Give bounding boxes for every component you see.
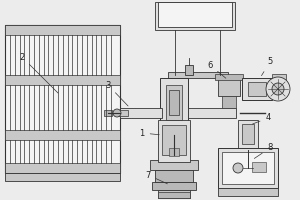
- Bar: [158, 192, 190, 198]
- Bar: [5, 163, 120, 173]
- Bar: [248, 82, 266, 96]
- Bar: [242, 158, 256, 167]
- Bar: [168, 72, 228, 78]
- Bar: [218, 148, 278, 188]
- Text: 1: 1: [140, 129, 159, 138]
- Bar: [222, 96, 236, 108]
- Text: 4: 4: [253, 114, 271, 124]
- Bar: [158, 2, 232, 27]
- Text: 2: 2: [20, 52, 58, 93]
- Bar: [155, 170, 193, 182]
- Circle shape: [233, 163, 243, 173]
- Bar: [169, 148, 179, 156]
- Bar: [188, 108, 236, 118]
- Bar: [222, 152, 274, 184]
- Bar: [185, 65, 193, 75]
- Bar: [238, 120, 258, 150]
- Bar: [218, 78, 240, 96]
- Bar: [160, 78, 188, 163]
- Text: 3: 3: [105, 80, 128, 106]
- Bar: [242, 78, 272, 100]
- Bar: [155, 2, 235, 30]
- Bar: [158, 190, 190, 198]
- Bar: [215, 74, 243, 80]
- Circle shape: [113, 109, 121, 117]
- Text: 7: 7: [145, 170, 167, 184]
- Text: 6: 6: [207, 60, 226, 78]
- Bar: [152, 182, 196, 190]
- Bar: [218, 188, 278, 196]
- Bar: [118, 110, 128, 116]
- Text: 5: 5: [262, 58, 273, 76]
- Circle shape: [272, 83, 284, 95]
- Bar: [238, 155, 260, 170]
- Bar: [5, 173, 120, 181]
- Bar: [244, 168, 252, 174]
- Bar: [252, 162, 266, 172]
- Bar: [5, 25, 120, 35]
- Bar: [104, 110, 112, 116]
- Circle shape: [266, 77, 290, 101]
- Bar: [162, 125, 186, 155]
- Bar: [166, 85, 182, 120]
- Bar: [242, 124, 254, 144]
- Bar: [169, 90, 179, 115]
- Text: 8: 8: [254, 144, 273, 158]
- Bar: [120, 108, 162, 118]
- Bar: [5, 25, 120, 173]
- Bar: [158, 120, 190, 162]
- Bar: [5, 75, 120, 85]
- Bar: [150, 160, 198, 170]
- Bar: [272, 74, 286, 86]
- Bar: [5, 130, 120, 140]
